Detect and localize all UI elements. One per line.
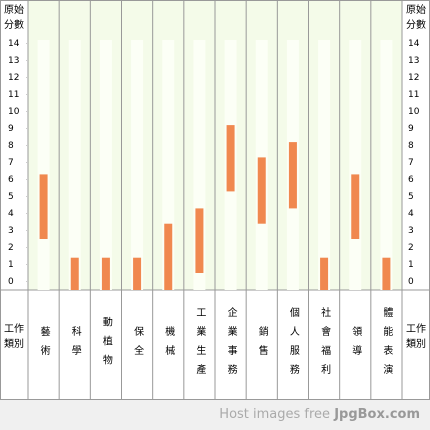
y-tick-label: 4: [408, 209, 414, 219]
footer: Host images free JpgBox.com: [0, 400, 430, 430]
x-tick-label: 銷售: [256, 325, 268, 364]
y-tick-label: 2: [408, 243, 414, 253]
x-tick-label: 體能表演: [381, 307, 393, 383]
y-tick-label: 2: [8, 243, 14, 253]
range-bar: [70, 257, 79, 290]
column-stripe: [37, 40, 50, 290]
y-tick-label: 10: [408, 107, 420, 117]
y-tick-label: 7: [8, 158, 14, 168]
range-bar: [382, 257, 391, 290]
y-tick-label: 14: [8, 39, 20, 49]
x-tick-label: 企業事務: [225, 306, 237, 383]
y-tick-label: 6: [408, 175, 414, 185]
y-tick-label: 13: [408, 56, 419, 66]
y-tick-label: 11: [408, 90, 419, 100]
y-tick-label: 0: [8, 277, 14, 287]
y-tick-label: 9: [408, 124, 414, 134]
column-stripe: [99, 40, 112, 290]
column-stripe: [131, 40, 144, 290]
y-label-right: 原始分數: [406, 5, 426, 31]
x-tick-label: 社會福利: [319, 306, 331, 383]
y-tick-label: 13: [8, 56, 19, 66]
y-tick-label: 12: [408, 73, 419, 83]
y-tick-label: 0: [408, 277, 414, 287]
x-tick-label: 領導: [350, 325, 362, 364]
column-stripe: [318, 40, 331, 290]
y-label-left: 原始分數: [4, 5, 24, 31]
range-bar: [195, 208, 204, 273]
range-bar: [39, 174, 48, 239]
column-stripe: [380, 40, 393, 290]
range-bar: [226, 125, 235, 192]
column-stripe: [349, 40, 362, 290]
y-tick-label: 8: [8, 141, 14, 151]
range-bar: [320, 257, 329, 290]
range-bar: [351, 174, 360, 239]
y-tick-label: 5: [408, 192, 414, 202]
x-tick-label: 動植物: [100, 315, 112, 373]
range-bar: [288, 142, 297, 209]
y-tick-label: 12: [8, 73, 19, 83]
column-stripe: [68, 40, 81, 290]
x-tick-label: 機械: [163, 325, 175, 364]
range-bar: [133, 257, 142, 290]
x-tick-label: 工業生產: [194, 307, 206, 383]
x-tick-label: 藝術: [38, 325, 50, 364]
y-tick-label: 3: [408, 226, 414, 236]
x-tick-label: 保全: [132, 325, 144, 364]
y-tick-label: 9: [8, 124, 14, 134]
range-bar: [164, 223, 173, 290]
footer-text: Host images free: [219, 407, 331, 422]
y-tick-label: 5: [8, 192, 14, 202]
x-tick-label: 科學: [69, 325, 81, 364]
range-bar: [101, 257, 110, 290]
x-label-right: 工作類別: [406, 324, 426, 350]
y-tick-label: 3: [8, 226, 14, 236]
y-tick-label: 7: [408, 158, 414, 168]
y-tick-label: 4: [8, 209, 14, 219]
x-label-left: 工作類別: [4, 324, 24, 350]
range-bar: [257, 157, 266, 224]
y-tick-label: 1: [8, 260, 14, 270]
y-tick-label: 8: [408, 141, 414, 151]
y-tick-label: 1: [408, 260, 414, 270]
footer-brand: JpgBox.com: [334, 407, 420, 422]
y-tick-label: 10: [8, 107, 20, 117]
y-tick-label: 6: [8, 175, 14, 185]
y-tick-label: 14: [408, 39, 420, 49]
x-tick-label: 個人服務: [287, 306, 299, 383]
y-tick-label: 11: [8, 90, 19, 100]
